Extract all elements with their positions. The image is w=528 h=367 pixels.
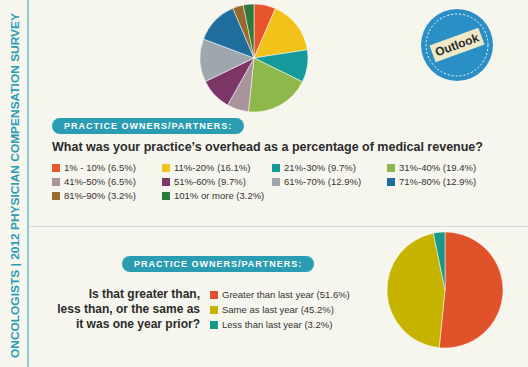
html-text:Same as last year (45.2%): Same as last year (45.2%) bbox=[222, 304, 334, 315]
html-text:Greater than last year (51.6%): Greater than last year (51.6%) bbox=[222, 289, 350, 300]
html-text:71%-80% (12.9%): 71%-80% (12.9%) bbox=[399, 176, 477, 187]
html-text:1% - 10% (6.5%): 1% - 10% (6.5%) bbox=[64, 162, 136, 173]
html-text:What was your practice’s overh: What was your practice’s overhead as a p… bbox=[52, 140, 483, 154]
html-text:101% or more (3.2%): 101% or more (3.2%) bbox=[174, 190, 265, 201]
html-text:81%-90% (3.2%): 81%-90% (3.2%) bbox=[64, 190, 136, 201]
svg-text:ONCOLOGISTS | 2012 PHYSICIAN C: ONCOLOGISTS | 2012 PHYSICIAN COMPENSATIO… bbox=[9, 12, 21, 358]
html-text:61%-70% (12.9%): 61%-70% (12.9%) bbox=[284, 176, 362, 187]
html-text:PRACTICE OWNERS/PARTNERS:: PRACTICE OWNERS/PARTNERS: bbox=[64, 121, 233, 131]
html-text:31%-40% (19.4%): 31%-40% (19.4%) bbox=[399, 162, 477, 173]
html-text:Less than last year (3.2%): Less than last year (3.2%) bbox=[222, 319, 333, 330]
html-text:PRACTICE OWNERS/PARTNERS:: PRACTICE OWNERS/PARTNERS: bbox=[134, 259, 303, 269]
html-text:11%-20% (16.1%): 11%-20% (16.1%) bbox=[174, 162, 251, 173]
html-text:21%-30% (9.7%): 21%-30% (9.7%) bbox=[284, 162, 356, 173]
svg-text:Outlook: Outlook bbox=[433, 31, 481, 60]
html-text:51%-60% (9.7%): 51%-60% (9.7%) bbox=[174, 176, 246, 187]
html-text:Is that greater than, less tha: Is that greater than, less than, or the … bbox=[57, 287, 200, 331]
html-text:41%-50% (6.5%): 41%-50% (6.5%) bbox=[64, 176, 136, 187]
